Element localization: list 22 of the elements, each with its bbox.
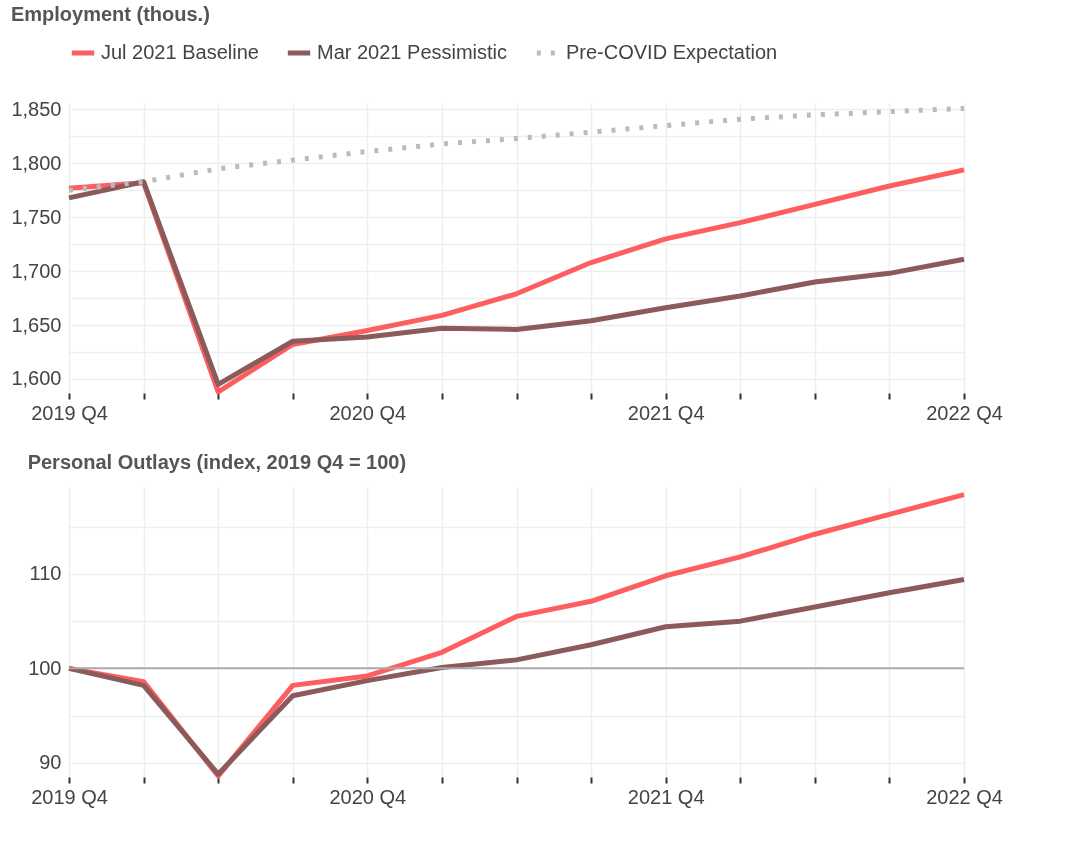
x-tick-label: 2020 Q4	[329, 401, 407, 424]
legend-label: Mar 2021 Pessimistic	[317, 41, 508, 63]
y-tick-label: 110	[29, 562, 62, 585]
legend-label: Jul 2021 Baseline	[101, 41, 259, 63]
y-tick-label: 1,700	[11, 259, 62, 282]
x-tick-label: 2022 Q4	[926, 785, 1003, 808]
x-tick-label: 2019 Q4	[31, 401, 108, 424]
y-tick-label: 1,650	[11, 313, 62, 336]
y-tick-label: 1,600	[11, 367, 62, 390]
chart-title: Personal Outlays (index, 2019 Q4 = 100)	[27, 451, 407, 473]
x-tick-label: 2022 Q4	[926, 401, 1003, 424]
y-tick-label: 100	[28, 656, 62, 679]
legend-label: Pre-COVID Expectation	[566, 41, 778, 63]
y-tick-label: 1,850	[11, 97, 62, 120]
x-tick-label: 2021 Q4	[627, 785, 705, 808]
chart-title: Employment (thous.)	[10, 3, 210, 25]
x-tick-label: 2020 Q4	[329, 785, 407, 808]
y-tick-label: 1,800	[11, 151, 62, 174]
y-tick-label: 1,750	[11, 205, 62, 228]
x-tick-label: 2019 Q4	[31, 785, 108, 808]
y-tick-label: 90	[39, 751, 62, 774]
x-tick-label: 2021 Q4	[627, 401, 705, 424]
